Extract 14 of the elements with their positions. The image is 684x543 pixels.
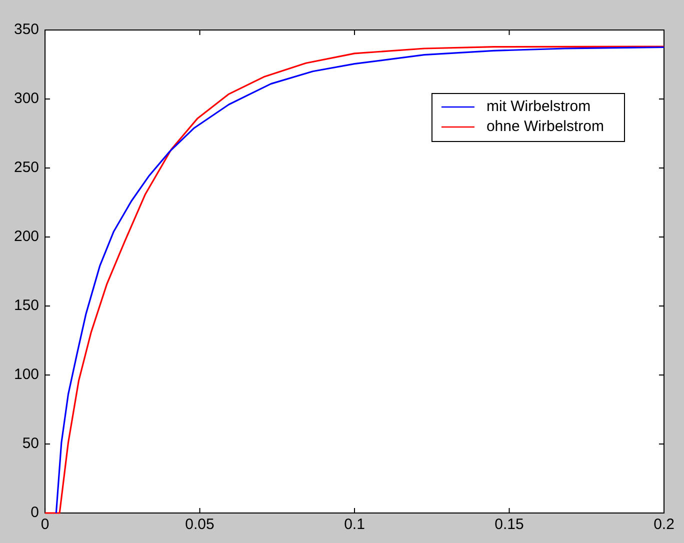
y-tick-label: 250	[14, 159, 40, 176]
y-tick-label: 200	[14, 228, 40, 246]
legend-label: mit Wirbelstrom	[486, 98, 591, 116]
y-tick-label: 350	[14, 21, 40, 38]
y-tick-label: 0	[30, 504, 40, 522]
x-tick-label: 0.05	[185, 516, 214, 534]
y-tick-label: 150	[14, 297, 40, 314]
legend-label: ohne Wirbelstrom	[486, 118, 604, 136]
x-tick-label: 0.1	[344, 516, 365, 534]
y-tick-label: 300	[14, 90, 40, 108]
x-tick-label: 0.15	[494, 516, 524, 534]
y-tick-label: 50	[22, 435, 40, 452]
x-tick-label: 0.2	[654, 516, 674, 534]
y-tick-label: 100	[14, 366, 40, 384]
